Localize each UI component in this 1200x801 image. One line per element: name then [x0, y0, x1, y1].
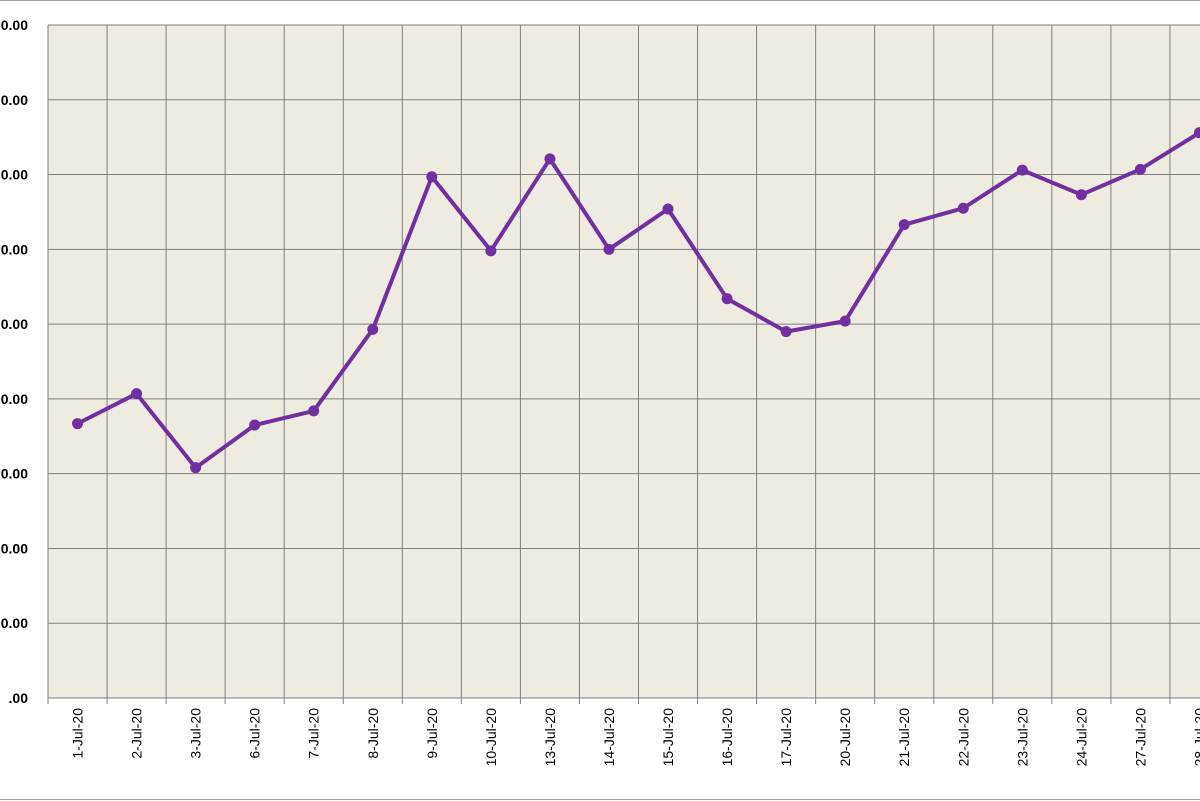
- data-point: [957, 202, 969, 214]
- y-tick-label: 0.00: [1, 615, 28, 631]
- x-tick-label: 10-Jul-20: [483, 708, 499, 767]
- y-tick-label: 0.00: [1, 167, 28, 183]
- x-tick-label: 24-Jul-20: [1073, 708, 1089, 767]
- y-tick-label: 0.00: [1, 17, 28, 33]
- x-tick-label: 13-Jul-20: [542, 708, 558, 767]
- x-tick-label: 28-Jul-20: [1191, 708, 1200, 767]
- y-tick-label: 0.00: [1, 241, 28, 257]
- data-point: [131, 388, 143, 400]
- data-point: [308, 405, 320, 417]
- data-point: [1193, 127, 1200, 139]
- x-tick-label: 8-Jul-20: [365, 708, 381, 759]
- x-tick-label: 17-Jul-20: [778, 708, 794, 767]
- data-point: [662, 203, 674, 215]
- data-point: [367, 323, 379, 335]
- x-tick-label: 15-Jul-20: [660, 708, 676, 767]
- data-point: [721, 293, 733, 305]
- data-point: [190, 462, 202, 474]
- data-point: [603, 243, 615, 255]
- x-tick-label: 23-Jul-20: [1014, 708, 1030, 767]
- series-line: [76, 130, 1200, 470]
- data-point: [72, 418, 84, 430]
- x-axis-ticks: 1-Jul-20 2-Jul-20 3-Jul-20 6-Jul-20 7-Jul-20…: [70, 708, 1200, 767]
- series: [72, 127, 1200, 474]
- data-point: [426, 171, 438, 183]
- x-tick-label: 9-Jul-20: [424, 708, 440, 759]
- data-point: [898, 219, 910, 231]
- y-tick-label: 0.00: [1, 316, 28, 332]
- gridlines: [47, 24, 1200, 704]
- x-tick-label: 6-Jul-20: [247, 708, 263, 759]
- data-point: [485, 245, 497, 257]
- data-point: [1016, 164, 1028, 176]
- x-tick-label: 2-Jul-20: [129, 708, 145, 759]
- data-point: [249, 419, 261, 431]
- x-tick-label: 20-Jul-20: [837, 708, 853, 767]
- x-tick-label: 7-Jul-20: [306, 708, 322, 759]
- x-tick-label: 3-Jul-20: [188, 708, 204, 759]
- y-tick-label: .00: [9, 690, 29, 706]
- y-tick-label: 0.00: [1, 540, 28, 556]
- y-tick-label: 0.00: [1, 92, 28, 108]
- plot-area: [48, 25, 1200, 698]
- x-tick-label: 1-Jul-20: [70, 708, 86, 759]
- data-point: [544, 153, 556, 165]
- data-point: [780, 326, 792, 338]
- x-tick-label: 22-Jul-20: [955, 708, 971, 767]
- y-tick-label: 0.00: [1, 466, 28, 482]
- y-axis-ticks: .00 0.00 0.00 0.00 0.00 0.00 0.00 0.00 0.00 0.00: [1, 17, 28, 706]
- x-tick-label: 16-Jul-20: [719, 708, 735, 767]
- x-tick-label: 27-Jul-20: [1132, 708, 1148, 767]
- x-tick-label: 21-Jul-20: [896, 708, 912, 767]
- x-tick-label: 14-Jul-20: [601, 708, 617, 767]
- data-point: [1075, 189, 1087, 201]
- y-tick-label: 0.00: [1, 391, 28, 407]
- data-point: [839, 315, 851, 327]
- data-point: [1134, 163, 1146, 175]
